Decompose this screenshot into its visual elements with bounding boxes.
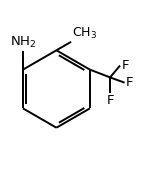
Text: F: F [121, 59, 129, 72]
Text: F: F [106, 94, 114, 107]
Text: CH$_3$: CH$_3$ [72, 26, 97, 41]
Text: NH$_2$: NH$_2$ [10, 35, 36, 50]
Text: F: F [126, 76, 133, 89]
